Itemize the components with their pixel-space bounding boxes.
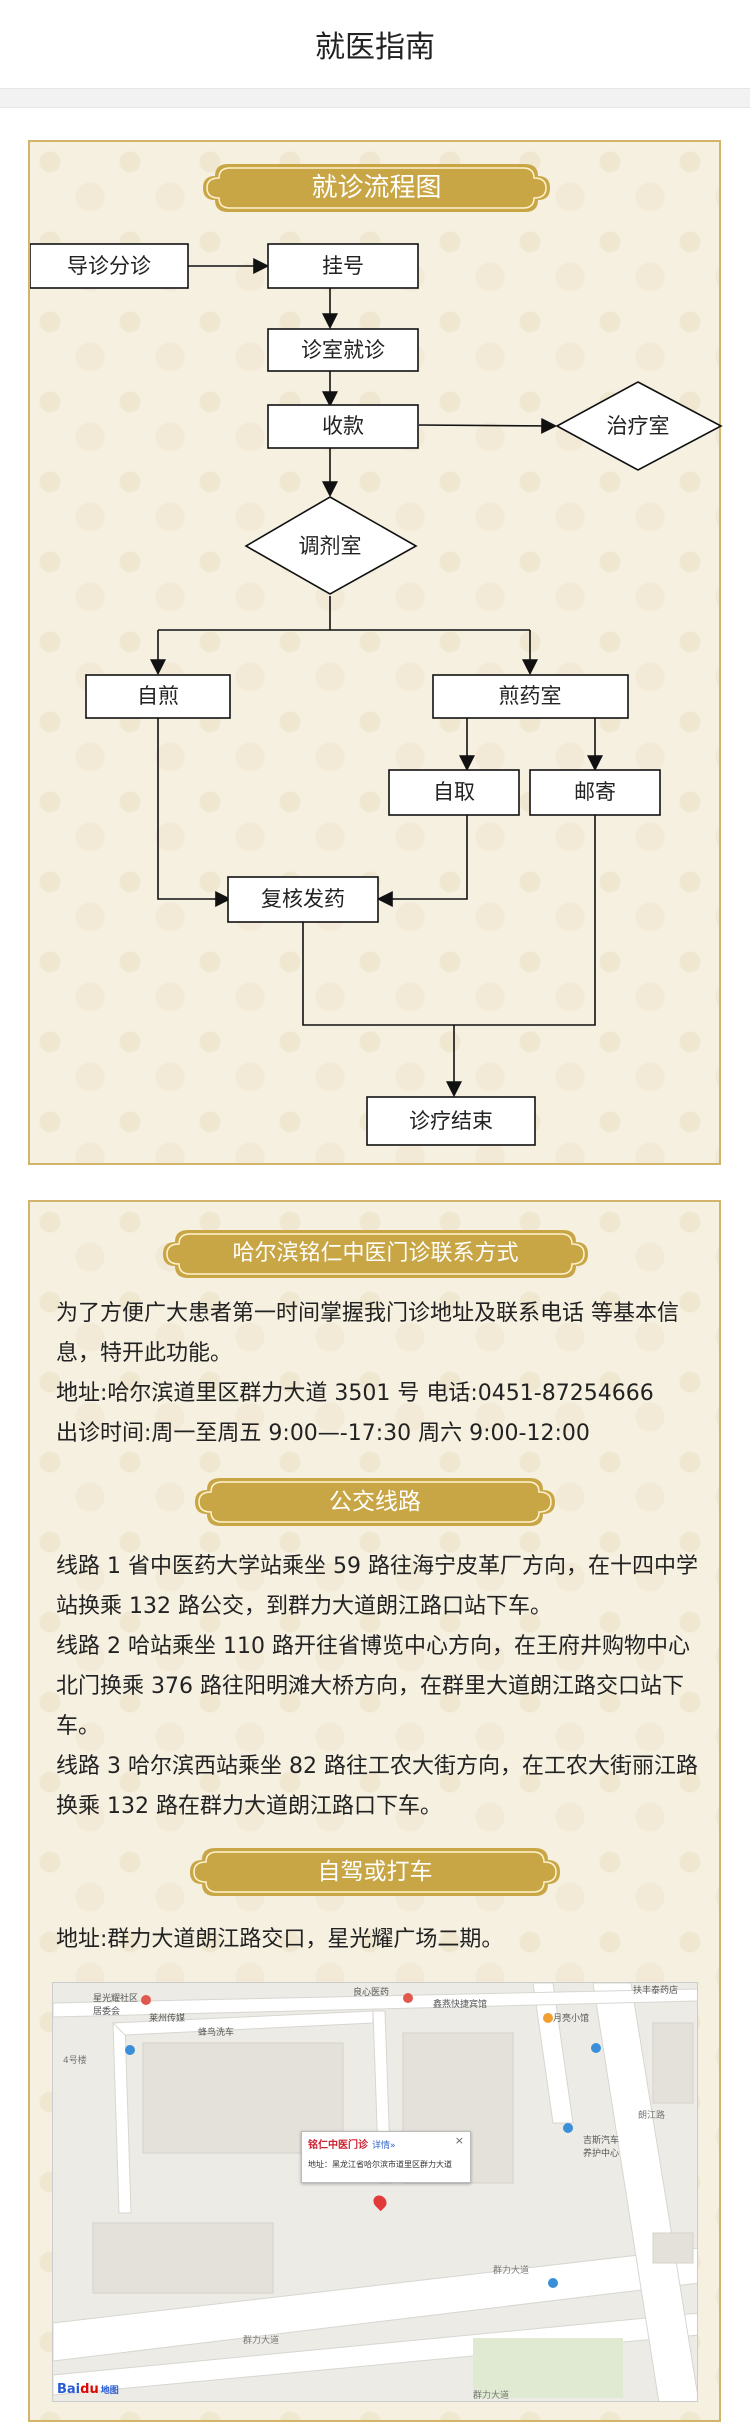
flow-node-register: 挂号 (322, 254, 364, 278)
flow-node-decoct-room: 煎药室 (499, 684, 562, 708)
map-poi-pin-icon[interactable] (403, 1993, 413, 2003)
bus-route-1: 线路 1 省中医药大学站乘坐 59 路往海宁皮革厂方向，在十四中学站换乘 132… (56, 1554, 698, 1619)
bus-route-2: 线路 2 哈站乘坐 110 路开往省博览中心方向，在王府井购物中心北门换乘 37… (56, 1634, 690, 1739)
map-popup-detail-link[interactable]: 详情» (372, 2141, 396, 2151)
map-label-top-right[interactable]: 扶丰泰药店 (633, 1986, 679, 1996)
flow-node-treatment: 治疗室 (607, 414, 670, 438)
contact-panel: 哈尔滨铭仁中医门诊联系方式 为了方便广大患者第一时间掌握我门诊地址及联系电话 等… (28, 1200, 721, 2422)
contact-intro: 为了方便广大患者第一时间掌握我门诊地址及联系电话 等基本信息，特开此功能。 (56, 1301, 679, 1366)
baidu-logo-du: du (80, 2382, 99, 2397)
map-label-bookstore[interactable]: 莱州传媒 (149, 2014, 186, 2024)
map-label-car-wash[interactable]: 蜂鸟洗车 (198, 2028, 235, 2038)
map-label-langjiang-road: 朗江路 (638, 2111, 666, 2121)
contact-banner-title: 哈尔滨铭仁中医门诊联系方式 (232, 1241, 519, 1266)
map-label-star-community[interactable]: 星光耀社区 居委会 (93, 1994, 139, 2017)
map-label-car-center[interactable]: 吉斯汽车 养护中心 (583, 2136, 620, 2159)
map-label-clinic-top[interactable]: 良心医药 (353, 1988, 390, 1998)
map-label-qunli-road-1: 群力大道 (493, 2266, 530, 2276)
flow-node-self-pickup: 自取 (433, 780, 475, 804)
flow-node-self-decoct: 自煎 (137, 684, 179, 708)
page-title: 就医指南 (315, 30, 435, 65)
page-header: 就医指南 (0, 0, 750, 88)
flow-node-review: 复核发药 (261, 887, 345, 911)
banner-ornament-icon (195, 1478, 555, 1526)
banner-ornament-icon (190, 1848, 560, 1896)
flowchart-banner-title: 就诊流程图 (311, 173, 442, 203)
map-label-building4: 4号楼 (63, 2056, 87, 2066)
flow-node-payment: 收款 (322, 414, 364, 438)
bus-banner: 公交线路 (190, 1472, 560, 1532)
flowchart-diagram: 导诊分诊 挂号 诊室就诊 收款 治疗室 调剂室 自煎 煎药室 自取 邮寄 复核发… (30, 243, 723, 1146)
map-info-popup[interactable]: 铭仁中医门诊 详情» × 地址：黑龙江省哈尔滨市道里区群力大道 (301, 2131, 471, 2183)
flow-node-guide: 导诊分诊 (67, 254, 151, 278)
map-label-qunli-road-2: 群力大道 (243, 2336, 280, 2346)
drive-address: 地址:群力大道朗江路交口，星光耀广场二期。 (56, 1927, 504, 1952)
section-divider (0, 88, 750, 108)
map-popup-name[interactable]: 铭仁中医门诊 (308, 2140, 368, 2151)
flowchart-panel: 就诊流程图 (28, 140, 723, 1165)
location-map[interactable]: 星光耀社区 居委会 莱州传媒 蜂鸟洗车 良心医药 鑫燕快捷宾馆 月亮小馆 吉斯汽… (52, 1982, 698, 2402)
map-roads (53, 1983, 697, 2401)
flow-node-mail: 邮寄 (574, 780, 616, 804)
drive-banner: 自驾或打车 (185, 1842, 565, 1902)
contact-address: 地址:哈尔滨道里区群力大道 3501 号 电话:0451-87254666 (56, 1381, 654, 1406)
map-bus-stop-icon[interactable] (125, 2045, 135, 2055)
baidu-logo-bai: Bai (57, 2382, 81, 2397)
map-car-pin-icon[interactable] (563, 2123, 573, 2133)
flow-node-end: 诊疗结束 (409, 1109, 493, 1133)
banner-ornament-icon (163, 1230, 588, 1278)
bus-banner-title: 公交线路 (329, 1489, 421, 1515)
contact-banner: 哈尔滨铭仁中医门诊联系方式 (158, 1224, 593, 1284)
map-poi-pin-icon[interactable] (141, 1995, 151, 2005)
map-label-qunli-road-3: 群力大道 (473, 2391, 510, 2401)
contact-hours: 出诊时间:周一至周五 9:00—-17:30 周六 9:00-12:00 (56, 1421, 590, 1446)
map-label-express[interactable]: 鑫燕快捷宾馆 (433, 2000, 488, 2010)
map-bus-stop-icon[interactable] (548, 2278, 558, 2288)
baidu-logo-suffix: 地图 (100, 2386, 119, 2396)
baidu-map-logo: Baidu 地图 (57, 2382, 119, 2397)
flow-node-consult: 诊室就诊 (301, 338, 385, 362)
map-label-hotpot[interactable]: 月亮小馆 (553, 2014, 590, 2024)
bus-route-3: 线路 3 哈尔滨西站乘坐 82 路往工农大街方向，在工农大街丽江路换乘 132 … (56, 1754, 698, 1819)
map-food-pin-icon[interactable] (543, 2013, 553, 2023)
drive-banner-title: 自驾或打车 (317, 1859, 433, 1885)
map-popup-close-icon[interactable]: × (454, 2134, 464, 2147)
flow-node-pharmacy: 调剂室 (299, 534, 362, 558)
map-popup-address: 地址：黑龙江省哈尔滨市道里区群力大道 (308, 2160, 452, 2169)
map-bus-stop-icon[interactable] (591, 2043, 601, 2053)
flowchart-banner: 就诊流程图 (198, 158, 555, 218)
banner-ornament-icon (203, 164, 550, 212)
